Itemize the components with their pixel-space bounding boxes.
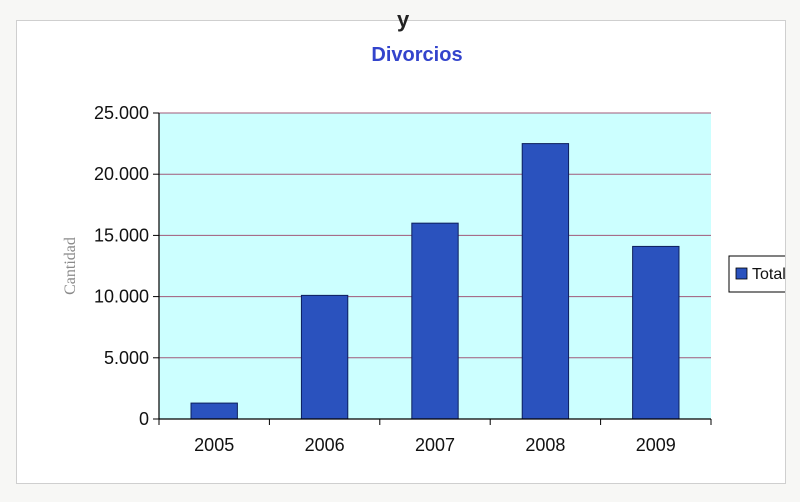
- x-tick-label: 2008: [525, 435, 565, 455]
- x-tick-label: 2005: [194, 435, 234, 455]
- x-tick-labels: 2005 2006 2007 2008 2009: [194, 435, 676, 455]
- y-tick-label: 10.000: [94, 287, 149, 307]
- bar-2007: [411, 222, 459, 420]
- legend: Total: [728, 255, 785, 293]
- chart-title: Divorcios: [371, 44, 462, 66]
- y-tick-label: 0: [139, 409, 149, 429]
- legend-swatch: [735, 267, 748, 280]
- legend-label-total: Total: [752, 266, 785, 283]
- top-text-fragment: y: [397, 7, 412, 32]
- axes: [153, 112, 712, 425]
- bar-2009: [632, 245, 680, 420]
- chart-frame: y Divorcios 0 5.000 10.000 15.000 20.000 25.0…: [16, 7, 786, 484]
- bar-2008: [521, 143, 570, 420]
- x-tick-label: 2006: [305, 435, 345, 455]
- bars: [190, 143, 680, 420]
- bar-chart: Divorcios 0 5.000 10.000 15.000 20.000 25.000…: [62, 44, 785, 455]
- y-tick-label: 25.000: [94, 103, 149, 123]
- y-tick-label: 15.000: [94, 225, 149, 245]
- y-tick-label: 20.000: [94, 164, 149, 184]
- x-tick-label: 2009: [636, 435, 676, 455]
- y-tick-label: 5.000: [104, 348, 149, 368]
- x-tick-label: 2007: [415, 435, 455, 455]
- y-axis-label: Cantidad: [62, 237, 79, 295]
- bar-2006: [300, 294, 349, 420]
- bar-2005: [190, 402, 238, 420]
- y-tick-labels: 0 5.000 10.000 15.000 20.000 25.000: [94, 103, 149, 429]
